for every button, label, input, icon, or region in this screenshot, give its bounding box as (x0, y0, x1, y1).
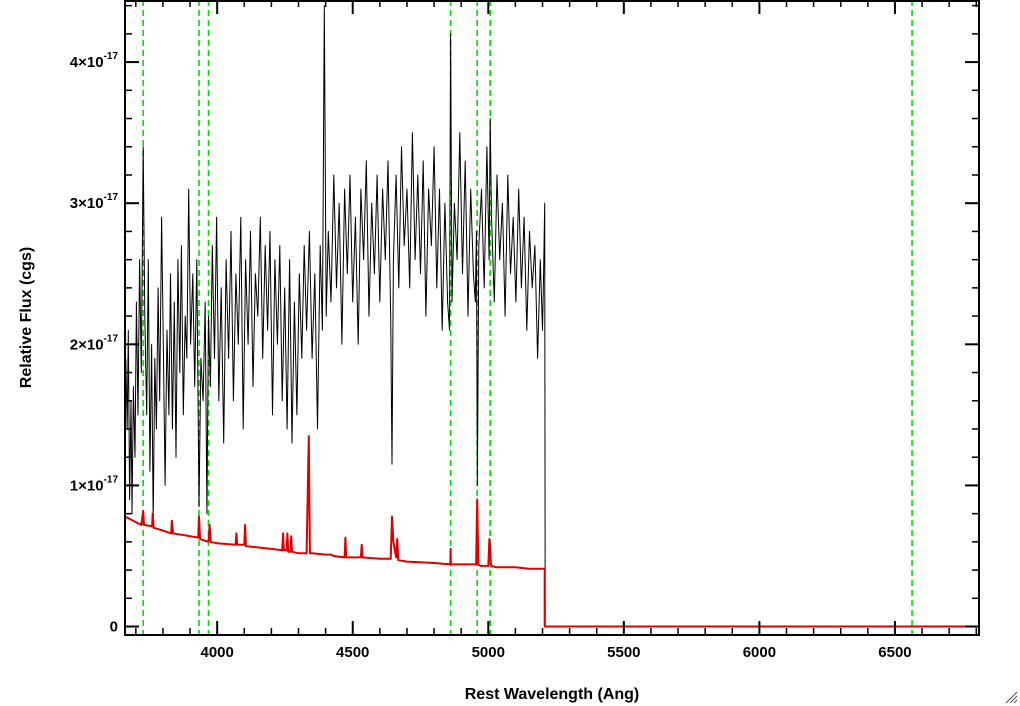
y-tick-label: 1×10-17 (70, 474, 119, 494)
spectrum-series (124, 5, 979, 628)
x-tick-label: 6000 (743, 644, 776, 661)
resize-grip-icon[interactable] (1004, 690, 1018, 704)
y-tick-label: 2×10-17 (70, 333, 119, 353)
axis-ticks: 4000 4500 5000 5500 6000 6500 0 1×10-17 2×10-17 3… (70, 0, 979, 661)
y-tick-label: 3×10-17 (70, 192, 119, 212)
y-axis-title: Relative Flux (cgs) (18, 247, 35, 388)
y-tick-label: 4×10-17 (70, 51, 119, 71)
y-tick-label: 0 (110, 619, 118, 636)
x-tick-label: 5500 (607, 644, 640, 661)
x-axis-title: Rest Wavelength (Ang) (465, 686, 640, 703)
plot-frame (124, 0, 980, 636)
x-tick-label: 4500 (336, 644, 369, 661)
x-tick-label: 4000 (200, 644, 233, 661)
model-spectrum-line (124, 435, 979, 628)
x-tick-label: 6500 (878, 644, 911, 661)
x-tick-label: 5000 (472, 644, 505, 661)
observed-spectrum-line (125, 5, 546, 627)
